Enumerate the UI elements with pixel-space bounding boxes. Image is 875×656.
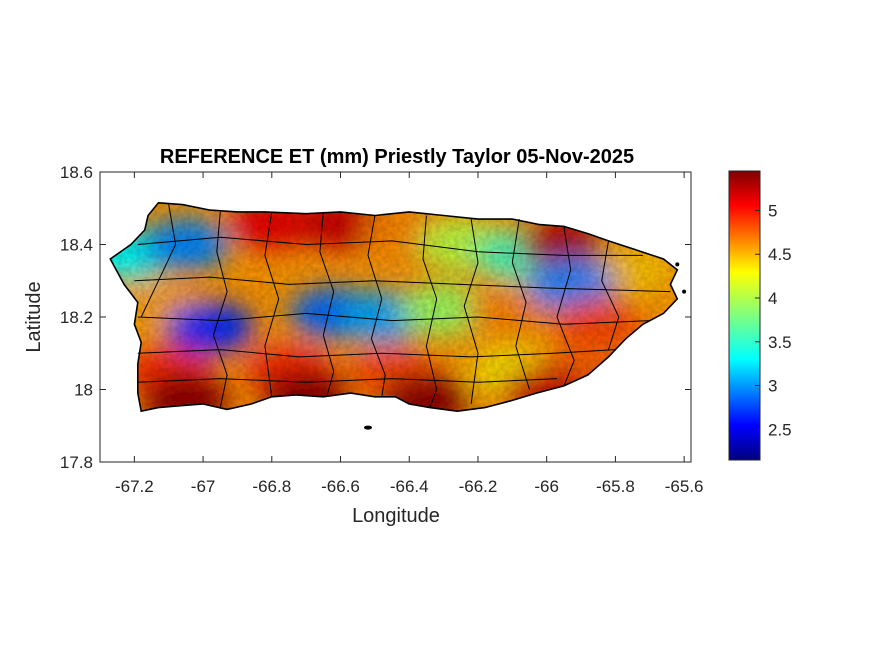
x-tick-label-3: -66.6 [321,477,360,496]
x-axis-label: Longitude [352,505,440,527]
colorbar: 2.5 3 3.5 4 4.5 5 [728,170,792,461]
small-island-1 [675,262,680,267]
municipal-border-7 [511,219,530,390]
x-axis-ticks: -67.2 -67 -66.8 -66.6 -66.4 -66.2 -66 -65.8 -65.… [115,172,704,496]
x-tick-label-2: -66.8 [252,477,291,496]
municipal-border-14 [137,378,558,383]
colorbar-gradient [728,170,761,461]
y-tick-label-1: 18 [74,381,93,400]
colorbar-tick-label-4: 4.5 [768,245,792,264]
x-tick-label-7: -65.8 [596,477,635,496]
small-island-0 [364,425,372,430]
y-tick-label-3: 18.4 [60,236,93,255]
municipal-border-0 [140,204,177,318]
municipal-border-10 [137,236,643,256]
colorbar-tick-label-3: 4 [768,289,777,308]
y-axis-label: Latitude [23,281,45,352]
municipal-border-5 [422,215,438,408]
small-islands [364,262,687,430]
x-tick-label-4: -66.4 [390,477,429,496]
chart-title: REFERENCE ET (mm) Priestly Taylor 05-Nov… [160,146,634,168]
y-tick-label-4: 18.6 [60,163,93,182]
x-tick-label-8: -65.6 [665,477,704,496]
municipal-border-9 [601,240,620,350]
x-tick-label-6: -66 [534,477,559,496]
municipal-border-11 [134,276,671,293]
colorbar-tick-label-2: 3.5 [768,333,792,352]
municipal-border-3 [319,211,335,397]
municipal-border-6 [463,219,479,405]
municipal-border-13 [137,349,616,358]
municipal-border-12 [137,312,650,325]
colorbar-tick-label-1: 3 [768,377,777,396]
colorbar-tick-label-0: 2.5 [768,420,792,439]
small-island-2 [682,289,687,294]
island-outline [109,201,679,413]
y-tick-label-2: 18.2 [60,308,93,327]
colorbar-tick-label-5: 5 [768,201,777,220]
colorbar-ticks: 2.5 3 3.5 4 4.5 5 [755,201,792,439]
y-tick-label-0: 17.8 [60,453,93,472]
y-axis-ticks: 17.8 18 18.2 18.4 18.6 [60,163,691,472]
municipal-border-1 [212,211,228,408]
x-tick-label-1: -67 [191,477,216,496]
x-tick-label-0: -67.2 [115,477,154,496]
municipal-borders [134,204,671,408]
x-tick-label-5: -66.2 [459,477,498,496]
